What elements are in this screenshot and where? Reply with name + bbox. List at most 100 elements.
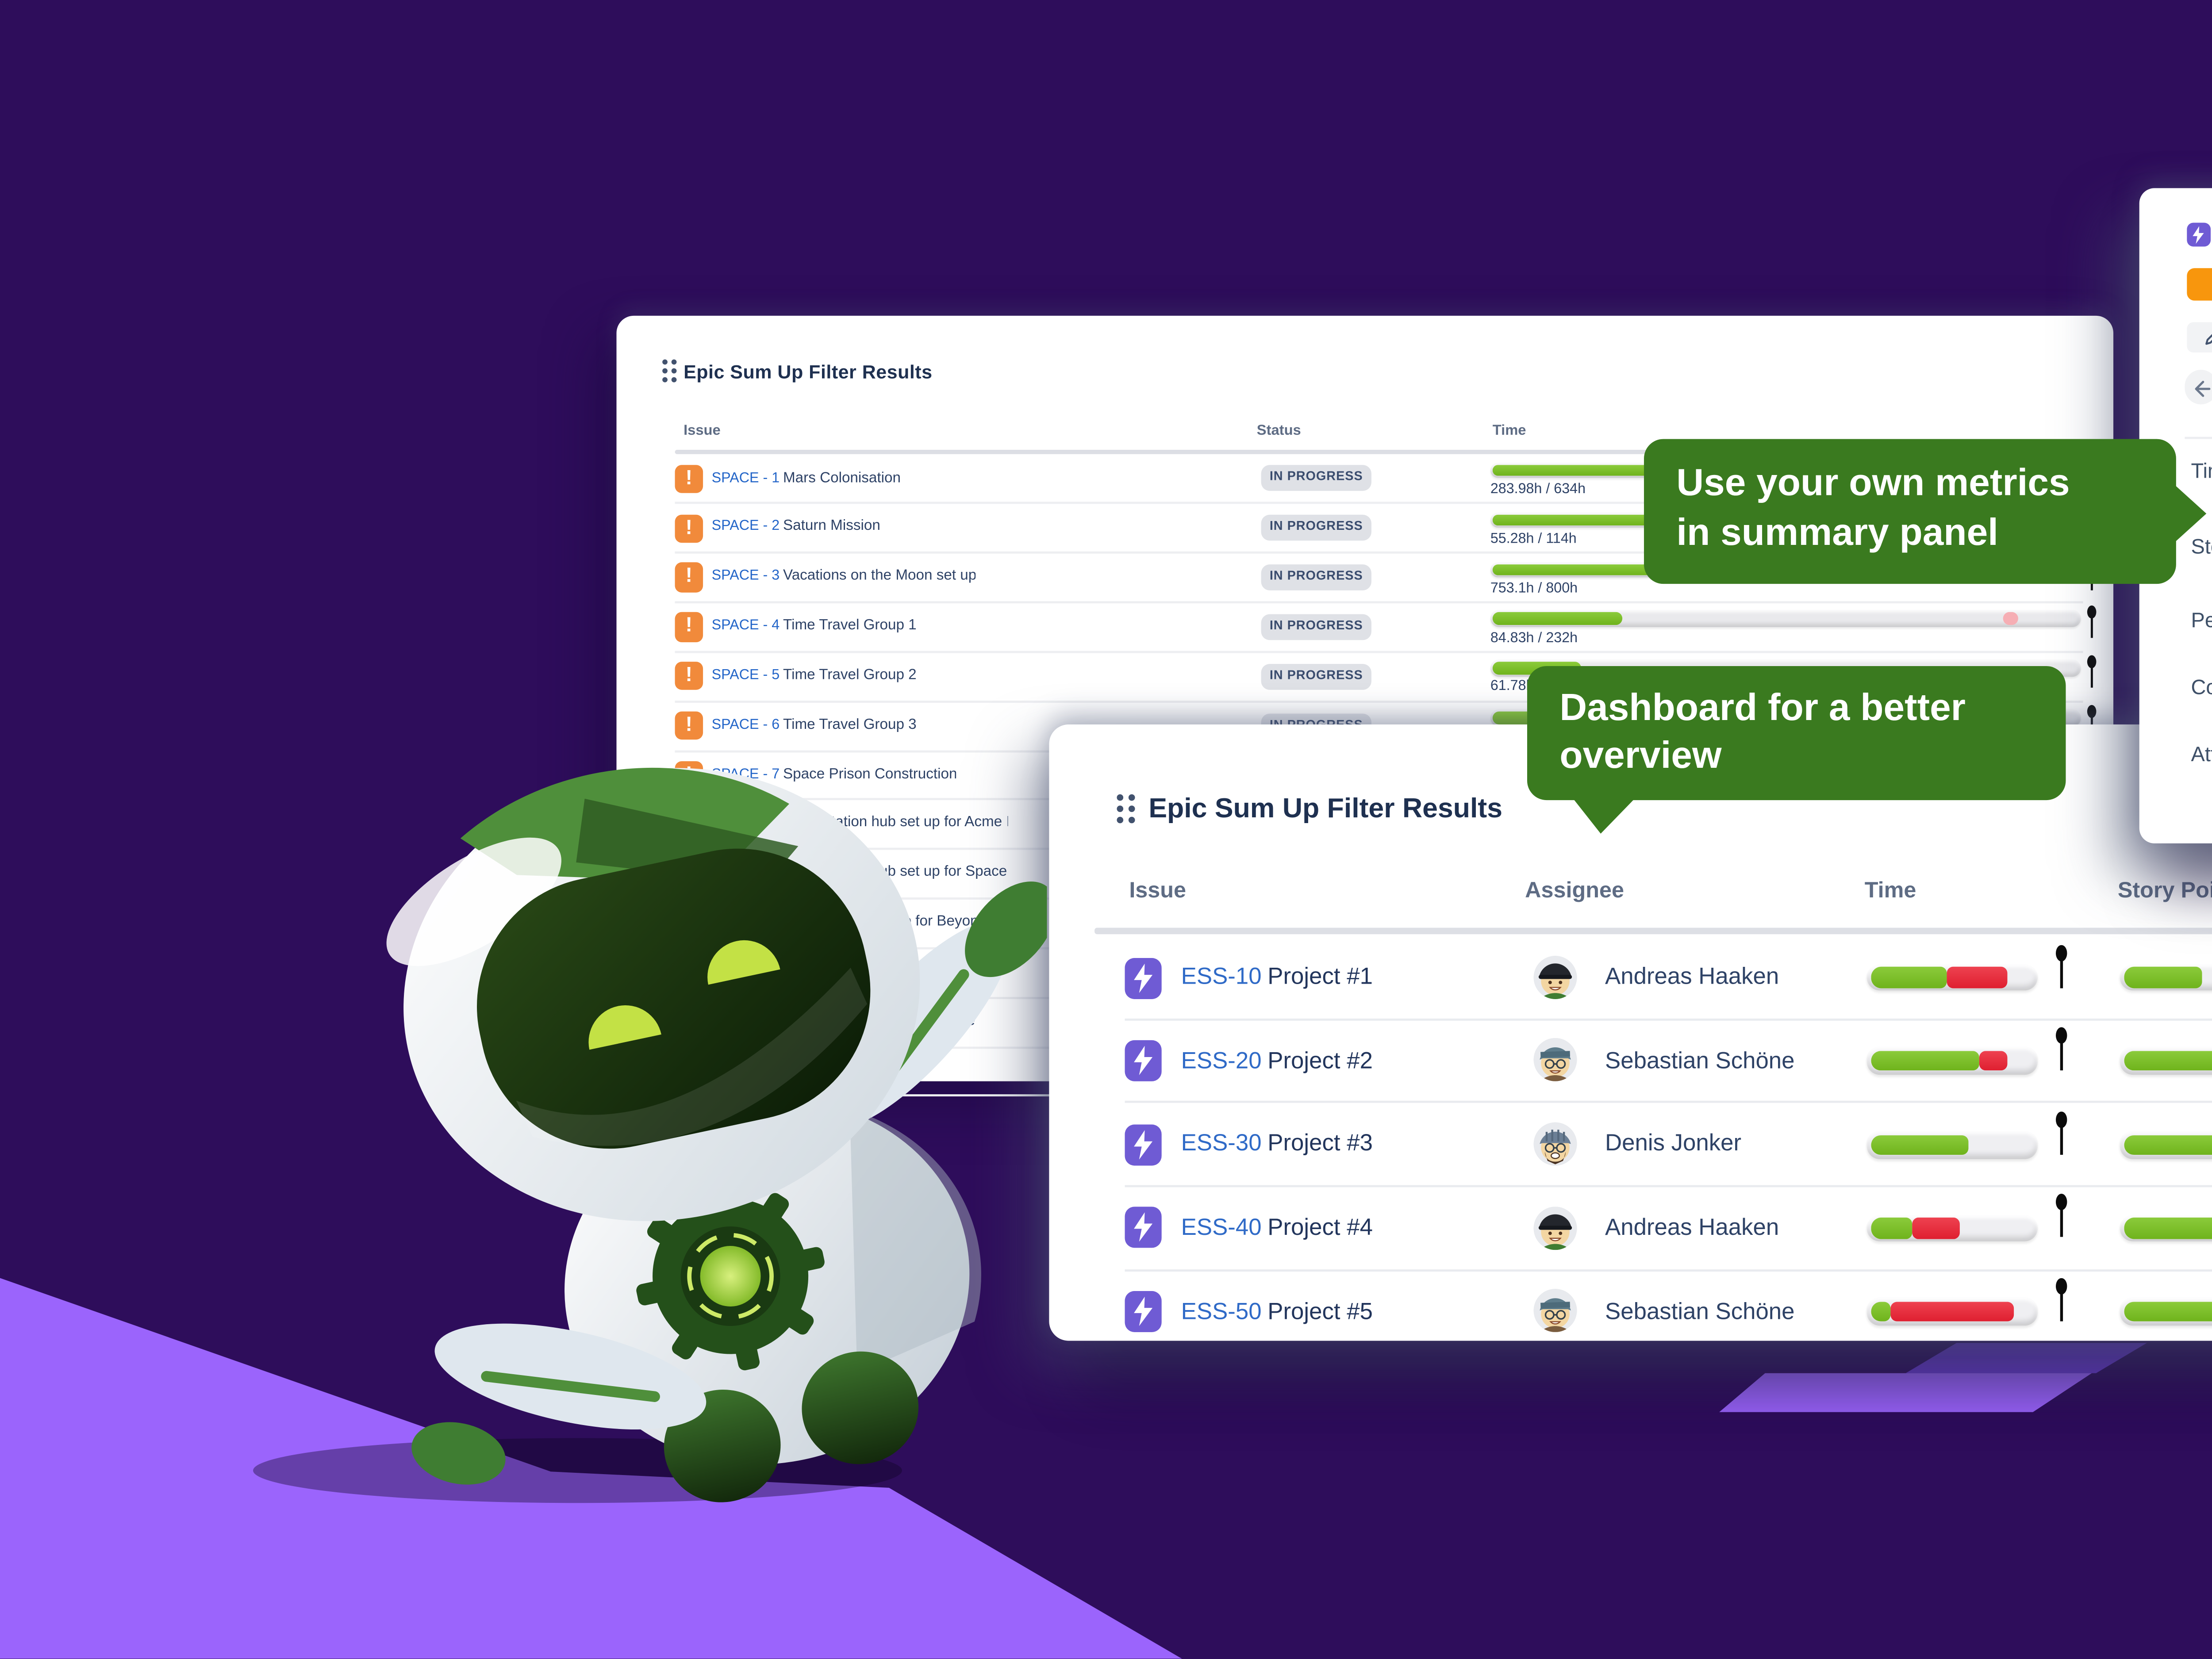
story-points-bar: [2120, 964, 2212, 992]
issue-summary: Space Prison Construction: [783, 766, 957, 782]
callout-tail: [2172, 482, 2207, 545]
column-header-assignee: Assignee: [1525, 881, 1624, 905]
color-swatch: [2188, 268, 2212, 302]
robot-mascot-left: [253, 767, 1047, 1503]
time-cell: [1866, 937, 2083, 1019]
issue-table-row[interactable]: ESS-20 Project #2 Sebastian Schöne 2021/…: [1125, 1021, 2212, 1104]
epic-issue-type-icon: [1125, 1207, 1162, 1249]
issue-table-row[interactable]: ESS-50 Project #5 Sebastian Schöne 2021/…: [1125, 1271, 2212, 1352]
drag-handle-icon[interactable]: [1116, 794, 1136, 824]
epic-issue-type-icon: [1125, 1291, 1162, 1332]
section-divider: [2184, 437, 2212, 440]
back-button[interactable]: [2184, 371, 2212, 404]
deadline-pin-icon: [2055, 944, 2067, 988]
summary-metric-row: Personnel Cost 12,465 / 13,843.333: [2191, 605, 2212, 679]
assignee-name: Sebastian Schöne: [1605, 1049, 1795, 1075]
issue-key-link[interactable]: SPACE - 2: [711, 520, 780, 535]
story-points-bar: [2120, 1131, 2212, 1158]
attachments-label: Attachments: [2191, 743, 2212, 768]
light-purple-floor-shape: [0, 1278, 1183, 1659]
callout-text: in summary panel: [1676, 509, 1998, 553]
time-progress-bar: [1490, 610, 2081, 628]
column-header-time: Time: [1864, 881, 1916, 905]
deadline-pin-icon: [2055, 1277, 2067, 1321]
arrow-left-icon: [2195, 380, 2211, 396]
table-header-divider: [1094, 928, 2212, 934]
time-progress-bar: [1866, 1131, 2038, 1158]
time-progress-bar: [1866, 1047, 2038, 1075]
time-progress-bar: [1866, 1298, 2038, 1325]
issue-summary: Project #5: [1267, 1299, 1373, 1325]
issue-summary: Project #1: [1267, 965, 1373, 992]
time-value: 84.83h / 232h: [1490, 630, 1578, 646]
assignee-avatar: [1533, 1122, 1577, 1166]
assignee-name: Denis Jonker: [1605, 1132, 1742, 1158]
status-badge[interactable]: IN PROGRESS: [1261, 614, 1371, 640]
status-badge[interactable]: IN PROGRESS: [1261, 564, 1371, 591]
drag-handle-icon[interactable]: [662, 359, 677, 383]
issue-key-link[interactable]: ESS-50: [1181, 1299, 1262, 1325]
issue-summary: Time Travel Group 3: [783, 717, 917, 733]
issue-key-link[interactable]: SPACE - 3: [711, 569, 780, 585]
time-progress-bar: [1866, 1214, 2038, 1242]
time-cell: [1866, 1104, 2083, 1185]
status-badge[interactable]: IN PROGRESS: [1261, 466, 1371, 492]
table-header-divider: [675, 450, 2083, 454]
story-points-bar: [2120, 1047, 2212, 1075]
epic-issue-type-icon: [2188, 222, 2211, 248]
time-cell: [1866, 1021, 2083, 1102]
pencil-icon: [2205, 334, 2212, 345]
epic-issue-type-icon: [1125, 957, 1162, 999]
time-cell: 84.83h / 232h: [1490, 603, 2097, 651]
assignee-name: Andreas Haaken: [1605, 965, 1779, 992]
issue-key-link[interactable]: SPACE - 1: [711, 470, 780, 486]
issue-summary: Saturn Mission: [783, 520, 880, 535]
metric-label: Personnel Cost: [2191, 610, 2212, 634]
column-header-story-points: Story Points: [2117, 881, 2212, 905]
edit-button[interactable]: Edit: [2188, 323, 2212, 352]
time-cell: [1866, 1187, 2083, 1268]
issue-summary: Time Travel Group 2: [783, 668, 917, 683]
callout-metrics: Use your own metrics in summary panel: [1644, 439, 2176, 584]
time-value: 61.78h: [1490, 680, 1534, 695]
status-badge[interactable]: IN PROGRESS: [1261, 515, 1371, 541]
warning-issue-type-icon: !: [675, 513, 703, 543]
issue-key-link[interactable]: SPACE - 4: [711, 618, 780, 634]
issue-summary: Vacations on the Moon set up: [783, 569, 977, 585]
deadline-pin-icon: [2055, 1194, 2067, 1238]
issue-table-row[interactable]: ! SPACE - 4 Time Travel Group 1 IN PROGR…: [675, 603, 2097, 653]
issue-key-link[interactable]: SPACE - 6: [711, 717, 780, 733]
mid-purple-zigzag: [1905, 1343, 2147, 1373]
issue-key-link[interactable]: ESS-40: [1181, 1215, 1262, 1241]
callout-text: overview: [1559, 733, 1722, 777]
callout-dashboard: Dashboard for a better overview: [1527, 666, 2066, 801]
issue-summary: Mars Colonisation: [783, 470, 901, 486]
warning-issue-type-icon: !: [675, 464, 703, 494]
story-points-cell: [2120, 1271, 2212, 1352]
issue-key-link[interactable]: SPACE - 5: [711, 668, 780, 683]
time-value: 283.98h / 634h: [1490, 482, 1586, 498]
story-points-bar: [2120, 1298, 2212, 1325]
assignee-name: Andreas Haaken: [1605, 1215, 1779, 1241]
story-points-cell: [2120, 1187, 2212, 1268]
epic-issue-type-icon: [1125, 1124, 1162, 1165]
warning-issue-type-icon: !: [675, 711, 703, 740]
issue-table-row[interactable]: ESS-30 Project #3 Denis Jonker 2021/10/2…: [1125, 1104, 2212, 1188]
time-progress-bar: [1866, 964, 2038, 992]
issue-key-link[interactable]: ESS-20: [1181, 1049, 1262, 1075]
callout-text: Dashboard for a better: [1559, 685, 1966, 729]
issue-table-row[interactable]: ESS-10 Project #1 Andreas Haaken 2021/10…: [1125, 937, 2212, 1021]
issue-summary: Project #2: [1267, 1049, 1373, 1075]
time-cell: [1866, 1271, 2083, 1352]
status-badge[interactable]: IN PROGRESS: [1261, 663, 1371, 690]
warning-issue-type-icon: !: [675, 563, 703, 592]
time-value: 753.1h / 800h: [1490, 581, 1578, 597]
issue-table-row[interactable]: ESS-40 Project #4 Andreas Haaken 2021/10…: [1125, 1187, 2212, 1271]
story-points-cell: [2120, 937, 2212, 1019]
gadget-title: Epic Sum Up Filter Results: [1148, 792, 1503, 825]
issue-key-link[interactable]: ESS-30: [1181, 1132, 1262, 1158]
issue-key-link[interactable]: ESS-10: [1181, 965, 1262, 992]
callout-tail: [1572, 797, 1636, 833]
comments-label: Comments: [2191, 678, 2212, 702]
